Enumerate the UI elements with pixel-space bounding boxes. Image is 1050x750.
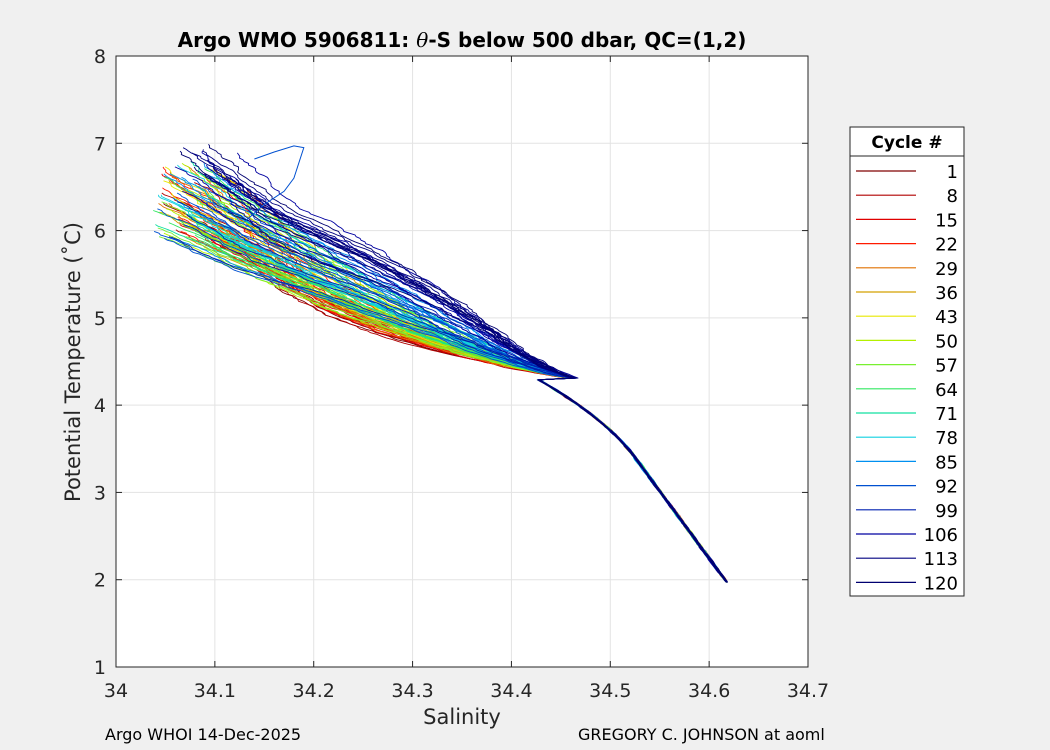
- x-tick-label: 34.5: [589, 680, 631, 702]
- legend-label: 106: [924, 525, 958, 546]
- x-tick-labels: 34 34.1 34.2 34.3 34.4 34.5 34.6 34.7: [104, 680, 829, 702]
- legend-label: 71: [935, 404, 958, 425]
- legend-label: 99: [935, 501, 958, 522]
- y-tick-label: 1: [94, 657, 106, 679]
- legend-label: 1: [947, 162, 958, 183]
- y-tick-label: 5: [94, 308, 106, 330]
- x-axis-label: Salinity: [423, 705, 501, 729]
- legend-label: 50: [935, 331, 958, 352]
- legend-label: 22: [935, 235, 958, 256]
- series-layer: [153, 143, 728, 583]
- plot-frame: [115, 55, 809, 668]
- y-tick-label: 8: [94, 46, 106, 68]
- legend-label: 92: [935, 477, 958, 498]
- y-tick-labels: 1 2 3 4 5 6 7 8: [94, 46, 106, 679]
- cycle-series-line: [179, 150, 728, 583]
- legend-label: 78: [935, 428, 958, 449]
- x-tick-label: 34: [104, 680, 128, 702]
- legend-label: 8: [947, 186, 958, 207]
- y-tick-label: 7: [94, 133, 106, 155]
- legend-label: 15: [935, 210, 958, 231]
- legend-label: 43: [935, 307, 958, 328]
- y-tick-label: 2: [94, 570, 106, 592]
- y-tick-label: 3: [94, 482, 106, 504]
- axis-ticks: [115, 55, 809, 668]
- legend-label: 36: [935, 283, 958, 304]
- legend-label: 113: [924, 549, 958, 570]
- legend-label: 29: [935, 259, 958, 280]
- footer-right-text: GREGORY C. JOHNSON at aoml: [578, 725, 825, 744]
- x-tick-label: 34.3: [391, 680, 433, 702]
- outlier-series-line: [244, 145, 305, 223]
- legend-label: 57: [935, 356, 958, 377]
- x-tick-label: 34.1: [194, 680, 236, 702]
- x-tick-label: 34.6: [688, 680, 730, 702]
- y-tick-label: 6: [94, 221, 106, 243]
- legend-label: 85: [935, 452, 958, 473]
- legend: Cycle # 18152229364350576471788592991061…: [849, 126, 965, 597]
- y-axis-label: Potential Temperature (˚C): [61, 222, 85, 502]
- legend-label: 120: [924, 573, 958, 594]
- legend-entries: 1 8 15 22 29 36 43 50 57 64 71 78 85 92 99 106 113 120: [856, 162, 958, 594]
- legend-label: 64: [935, 380, 958, 401]
- x-tick-label: 34.7: [787, 680, 829, 702]
- y-tick-label: 4: [94, 395, 106, 417]
- legend-title: Cycle #: [871, 133, 942, 153]
- footer-left-text: Argo WHOI 14-Dec-2025: [105, 725, 302, 744]
- chart-title: Argo WMO 5906811: θ-S below 500 dbar, QC…: [178, 28, 747, 52]
- x-tick-label: 34.2: [293, 680, 335, 702]
- x-tick-label: 34.4: [490, 680, 532, 702]
- legend-box: [849, 126, 965, 597]
- plot-area: [116, 56, 808, 667]
